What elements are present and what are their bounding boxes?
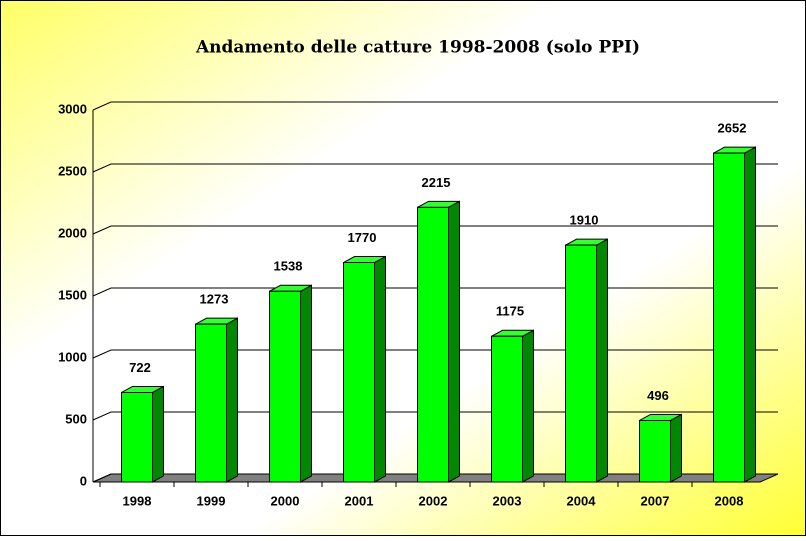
bar — [639, 413, 682, 483]
bar-face — [565, 244, 597, 483]
bar — [565, 238, 608, 483]
x-tick-label: 2008 — [715, 493, 744, 508]
x-tick-label: 2007 — [641, 493, 670, 508]
y-tick-label: 0 — [80, 473, 87, 488]
y-tick-label: 1000 — [58, 349, 87, 364]
value-label: 1770 — [348, 230, 377, 245]
x-tick-label: 2001 — [345, 493, 374, 508]
x-tick-label: 1998 — [123, 493, 152, 508]
bar — [713, 146, 756, 483]
bar-face — [152, 385, 164, 483]
bar — [121, 385, 164, 483]
x-tick-label: 2003 — [493, 493, 522, 508]
bar-face — [670, 413, 682, 483]
y-tick-label: 2000 — [58, 225, 87, 240]
y-tick-label: 1500 — [58, 287, 87, 302]
chart-title: Andamento delle catture 1998-2008 (solo … — [195, 38, 640, 58]
bar — [491, 329, 534, 483]
bar — [343, 255, 386, 483]
y-tick-label: 3000 — [58, 101, 87, 116]
bar-face — [448, 200, 460, 483]
y-tick-label: 2500 — [58, 163, 87, 178]
grid-line — [92, 287, 778, 297]
grid-line — [92, 411, 778, 421]
bar-face — [639, 419, 671, 483]
grid-line — [92, 349, 778, 359]
value-label: 722 — [129, 360, 151, 375]
bar-face — [713, 152, 745, 483]
bar-face — [374, 255, 386, 483]
y-tick-label: 500 — [65, 411, 87, 426]
bar-face — [522, 329, 534, 483]
bar — [195, 317, 238, 483]
value-label: 1910 — [570, 213, 599, 228]
value-label: 2652 — [718, 121, 747, 136]
bar-face — [343, 262, 375, 483]
bar-face — [269, 290, 301, 483]
value-label: 1273 — [200, 292, 229, 307]
value-label: 2215 — [422, 175, 451, 190]
bar-face — [195, 323, 227, 483]
grid-line — [92, 473, 778, 483]
grid-line — [92, 101, 778, 111]
grid-line — [92, 163, 778, 173]
x-tick-label: 2000 — [271, 493, 300, 508]
x-tick-label: 2004 — [567, 493, 597, 508]
x-tick-label: 2002 — [419, 493, 448, 508]
value-label: 1538 — [274, 259, 303, 274]
bar-face — [121, 391, 153, 483]
x-tick-label: 1999 — [197, 493, 226, 508]
bar-face — [300, 284, 312, 483]
value-label: 1175 — [496, 304, 524, 319]
bar — [269, 284, 312, 483]
bar-face — [417, 206, 449, 483]
bar-face — [491, 335, 523, 483]
bar-face — [596, 238, 608, 483]
bar-face — [744, 146, 756, 483]
bar-face — [226, 317, 238, 483]
grid-line — [92, 225, 778, 235]
value-label: 496 — [647, 388, 669, 403]
bar — [417, 200, 460, 483]
